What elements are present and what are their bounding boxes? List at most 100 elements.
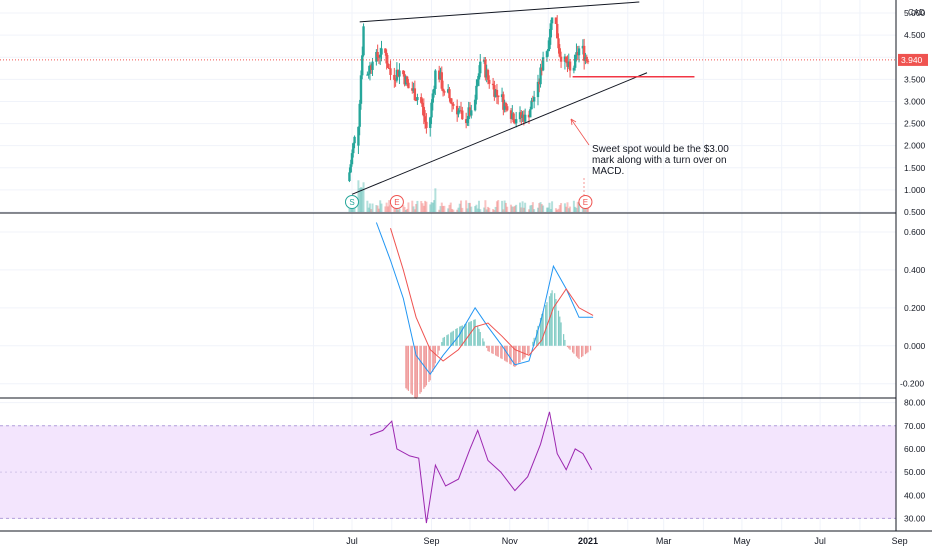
volume-bar	[486, 206, 489, 212]
candle-body	[538, 81, 541, 85]
volume-bar	[440, 202, 443, 212]
candle-body	[554, 17, 558, 24]
volume-bar	[493, 209, 496, 212]
annotation-line-2: mark along with a turn over on	[592, 155, 727, 166]
candle-body	[559, 56, 563, 62]
candle-body	[449, 98, 452, 104]
rsi-tick-label: 30.00	[904, 513, 926, 523]
volume-bar	[466, 208, 469, 212]
volume-bar	[539, 202, 542, 212]
event-badge-label: E	[394, 198, 399, 207]
price-tick-label: 1.000	[904, 185, 926, 195]
candle-body	[385, 52, 388, 64]
candle-body	[557, 38, 560, 49]
rsi-line	[369, 411, 593, 524]
candle-body	[558, 48, 561, 57]
macd-tick-label: 0.400	[904, 265, 926, 275]
volume-bar	[528, 209, 530, 212]
volume-bar	[412, 206, 415, 212]
indicator-lines	[369, 222, 594, 524]
volume-bar	[572, 200, 575, 212]
candle-body	[414, 100, 418, 102]
volume-bar	[469, 202, 471, 212]
candle-body	[458, 110, 461, 112]
volume-bar	[565, 206, 568, 212]
candle-body	[370, 65, 373, 70]
candle-body	[482, 60, 486, 62]
candle-body	[584, 56, 587, 61]
volume-bar	[470, 206, 473, 212]
candle-body	[376, 51, 379, 58]
candle-body	[488, 79, 491, 84]
volume-bar	[439, 206, 442, 212]
volume-bar	[497, 200, 500, 212]
volume-bar	[574, 206, 577, 212]
candle-body	[348, 172, 351, 182]
volume-bar	[503, 200, 506, 212]
candle-body	[479, 61, 482, 74]
candle-body	[523, 114, 527, 122]
candle-body	[362, 26, 365, 56]
volume-bar	[361, 187, 364, 212]
volume-bar	[452, 209, 455, 212]
candle-body	[504, 102, 508, 107]
candle-body	[497, 95, 500, 98]
candle-body	[550, 17, 554, 24]
candle-body	[549, 23, 553, 38]
candle-body	[556, 23, 559, 39]
candle-body	[470, 110, 473, 116]
volume-bar	[522, 207, 525, 212]
current-price-label: 3.940	[901, 55, 923, 65]
candle-body	[477, 73, 481, 80]
volume-bar	[513, 205, 516, 212]
volume-bar	[506, 206, 509, 212]
time-tick-label: Mar	[656, 536, 672, 546]
rsi-tick-label: 80.00	[904, 398, 926, 408]
volume-bar	[447, 208, 450, 212]
candle-body	[349, 164, 352, 173]
volume-bar	[554, 208, 557, 212]
price-tick-label: 1.500	[904, 163, 926, 173]
volume-bar	[547, 207, 550, 212]
candle-body	[572, 67, 576, 71]
candle-body	[581, 45, 585, 49]
time-tick-label: Jul	[346, 536, 358, 546]
volume-bar	[389, 205, 392, 212]
macd-histogram	[405, 290, 592, 399]
candle-body	[434, 70, 437, 89]
volume-bar	[576, 201, 579, 212]
volume-bar	[370, 209, 373, 212]
volume-bar	[575, 207, 578, 212]
price-tick-label: 3.500	[904, 74, 926, 84]
volume-bar	[557, 208, 560, 212]
volume-bar	[538, 203, 541, 212]
candle-body	[461, 110, 464, 120]
candle-body	[485, 70, 488, 78]
volume-bar	[492, 209, 495, 212]
candle-body	[582, 45, 586, 61]
volume-bar	[494, 206, 497, 212]
volume-bar	[442, 206, 445, 212]
candle-body	[353, 136, 356, 144]
candle-body	[371, 61, 374, 70]
candle-body	[521, 114, 524, 118]
trendline-1	[359, 1, 640, 23]
candle-body	[438, 70, 441, 80]
volume-bar	[371, 203, 374, 212]
volume-bar	[551, 201, 554, 212]
candle-body	[422, 106, 426, 117]
time-tick-label: Jul	[814, 536, 826, 546]
volume-bar	[431, 202, 434, 212]
macd-line	[375, 222, 594, 376]
candle-body	[407, 82, 410, 89]
candle-body	[441, 88, 445, 92]
candle-body	[493, 85, 496, 97]
candle-body	[367, 73, 370, 75]
candle-body	[527, 114, 531, 118]
candle-body	[350, 153, 354, 165]
price-candles	[348, 15, 590, 183]
candle-body	[395, 69, 399, 81]
time-tick-label: Sep	[424, 536, 440, 546]
candle-body	[359, 75, 363, 104]
volume-bar	[531, 202, 534, 212]
